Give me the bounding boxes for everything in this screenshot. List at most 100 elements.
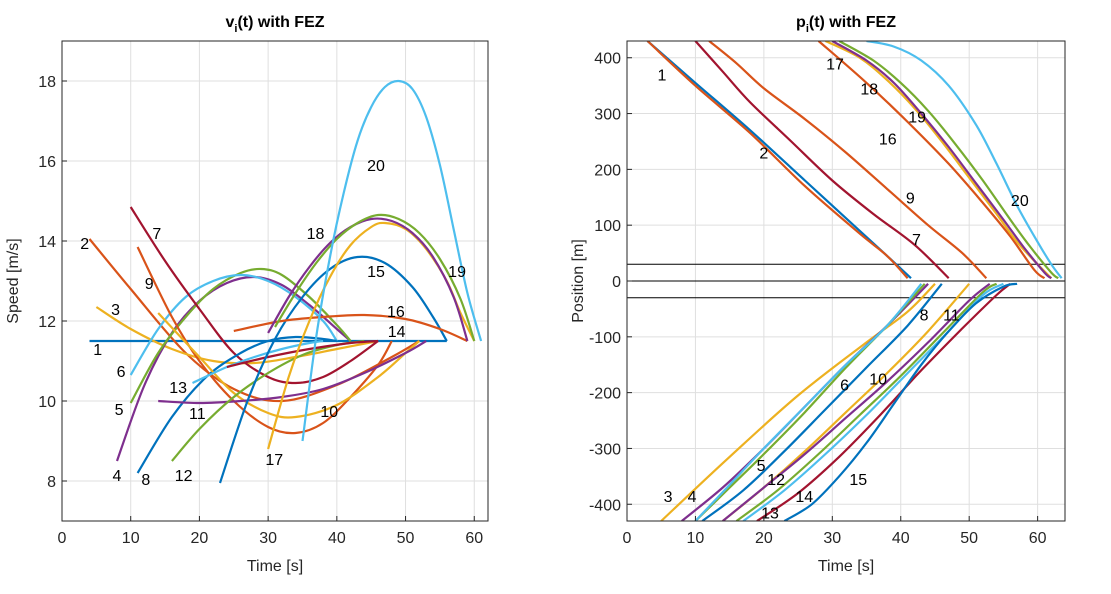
- position-series-18: [831, 41, 1052, 280]
- speed-vehicle-label-13: 13: [169, 380, 187, 397]
- speed-vehicle-label-18: 18: [307, 226, 325, 243]
- position-series-3: [660, 283, 936, 521]
- position-x-tick-label: 20: [755, 530, 773, 547]
- speed-series-5: [129, 267, 352, 404]
- speed-plot-xlabel: Time [s]: [247, 558, 303, 575]
- speed-vehicle-label-19: 19: [448, 264, 466, 281]
- speed-series-10: [157, 312, 421, 419]
- speed-y-tick-label: 18: [38, 74, 56, 91]
- position-vehicle-label-11: 11: [943, 307, 960, 324]
- speed-vehicle-label-20: 20: [367, 158, 385, 175]
- position-series-12: [735, 282, 998, 521]
- position-x-tick-label: 0: [623, 530, 632, 547]
- speed-series-16: [233, 313, 468, 343]
- speed-vehicle-label-17: 17: [265, 452, 283, 469]
- position-y-tick-label: 400: [594, 51, 621, 68]
- position-series-15: [783, 282, 1018, 521]
- position-vehicle-label-14: 14: [795, 489, 813, 506]
- speed-y-tick-label: 14: [38, 234, 56, 251]
- speed-vehicle-label-15: 15: [367, 264, 385, 281]
- speed-y-tick-label: 8: [47, 474, 56, 491]
- speed-vehicle-label-6: 6: [117, 364, 126, 381]
- position-vehicle-label-13: 13: [761, 506, 779, 523]
- position-vehicle-label-20: 20: [1011, 193, 1029, 210]
- position-y-tick-label: -400: [589, 497, 621, 514]
- speed-vehicle-label-12: 12: [175, 468, 193, 485]
- position-plot-title: pi(t) with FEZ: [796, 14, 896, 35]
- speed-x-tick-label: 20: [191, 530, 209, 547]
- position-plot-ylabel: Position [m]: [570, 239, 587, 323]
- position-vehicle-label-12: 12: [767, 472, 785, 489]
- speed-vehicle-label-4: 4: [113, 468, 122, 485]
- speed-vehicle-label-5: 5: [115, 402, 124, 419]
- speed-vehicle-label-2: 2: [80, 236, 89, 253]
- speed-series-19: [274, 213, 476, 342]
- speed-plot-ylabel: Speed [m/s]: [5, 238, 22, 323]
- position-vehicle-label-2: 2: [759, 146, 768, 163]
- speed-x-tick-label: 0: [58, 530, 67, 547]
- speed-series-14: [226, 339, 379, 369]
- position-series-11: [722, 282, 991, 521]
- speed-series-18: [267, 217, 469, 342]
- speed-plot-title: vi(t) with FEZ: [225, 14, 324, 35]
- position-x-tick-label: 40: [892, 530, 910, 547]
- position-vehicle-label-7: 7: [912, 232, 921, 249]
- position-vehicle-label-18: 18: [860, 81, 878, 98]
- speed-x-tick-label: 50: [397, 530, 415, 547]
- speed-series-11: [158, 340, 427, 405]
- speed-vehicle-label-9: 9: [145, 276, 154, 293]
- speed-vehicle-label-7: 7: [152, 226, 161, 243]
- speed-vehicle-label-16: 16: [387, 304, 405, 321]
- position-series-20: [866, 41, 1063, 279]
- position-vehicle-label-19: 19: [908, 109, 926, 126]
- speed-y-tick-label: 10: [38, 394, 56, 411]
- speed-vehicle-label-3: 3: [111, 302, 120, 319]
- speed-y-tick-label: 12: [38, 314, 56, 331]
- position-y-tick-label: 100: [594, 218, 621, 235]
- position-x-tick-label: 60: [1029, 530, 1047, 547]
- position-series-8: [701, 283, 943, 521]
- speed-vehicle-label-8: 8: [141, 472, 150, 489]
- position-y-tick-label: 200: [594, 162, 621, 179]
- position-vehicle-label-3: 3: [664, 489, 673, 506]
- speed-x-tick-label: 40: [328, 530, 346, 547]
- position-vehicle-label-9: 9: [906, 190, 915, 207]
- speed-x-tick-label: 30: [259, 530, 277, 547]
- position-x-tick-label: 10: [687, 530, 705, 547]
- position-plot-xlabel: Time [s]: [818, 558, 874, 575]
- position-vehicle-label-10: 10: [869, 372, 887, 389]
- speed-series-9: [136, 246, 393, 435]
- position-vehicle-label-4: 4: [688, 489, 697, 506]
- position-y-tick-label: 0: [612, 274, 621, 291]
- speed-vehicle-label-10: 10: [320, 404, 338, 421]
- position-x-tick-label: 30: [823, 530, 841, 547]
- position-vehicle-label-1: 1: [657, 67, 666, 84]
- speed-x-tick-label: 60: [465, 530, 483, 547]
- speed-series-6: [129, 273, 338, 376]
- position-vehicle-label-5: 5: [757, 458, 766, 475]
- position-y-tick-label: -300: [589, 441, 621, 458]
- speed-series-20: [301, 79, 483, 442]
- position-vehicle-label-15: 15: [849, 472, 867, 489]
- position-vehicle-label-8: 8: [920, 307, 929, 324]
- position-series-2: [646, 41, 909, 279]
- speed-series-7: [129, 206, 379, 385]
- position-vehicle-label-6: 6: [840, 377, 849, 394]
- speed-series-8: [136, 335, 337, 474]
- position-x-tick-label: 50: [960, 530, 978, 547]
- position-series-19: [838, 41, 1059, 280]
- position-y-tick-label: -200: [589, 386, 621, 403]
- speed-vehicle-label-14: 14: [388, 324, 406, 341]
- position-series-7: [694, 41, 950, 279]
- position-series-13: [742, 282, 1004, 521]
- speed-y-tick-label: 16: [38, 154, 56, 171]
- position-y-tick-label: 300: [594, 107, 621, 124]
- position-series-9: [708, 41, 988, 279]
- position-vehicle-label-17: 17: [826, 56, 844, 73]
- position-y-tick-label: -100: [589, 330, 621, 347]
- position-series-6: [694, 283, 923, 521]
- position-series-16: [817, 41, 1046, 280]
